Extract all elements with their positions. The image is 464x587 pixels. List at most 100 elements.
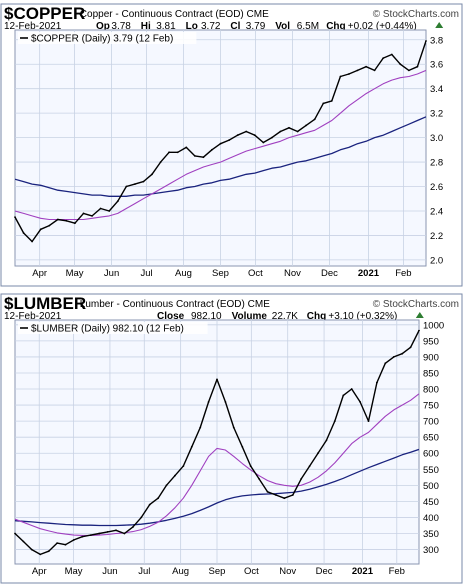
x-tick-label: Nov — [284, 268, 301, 279]
price-point — [266, 490, 269, 493]
quote-label-volume: Volume — [232, 311, 268, 322]
price-point — [384, 362, 387, 365]
price-point — [174, 474, 176, 477]
quote-label-op: Op — [96, 21, 110, 32]
quote-date: 12-Feb-2021 — [4, 21, 62, 32]
y-tick-label: 3.6 — [430, 60, 443, 71]
x-tick-label: May — [66, 268, 84, 279]
legend-label: $COPPER (Daily) 3.79 (12 Feb) — [31, 34, 173, 45]
y-tick-label: 650 — [423, 433, 439, 444]
price-point — [151, 173, 153, 176]
price-point — [211, 148, 213, 151]
x-tick-label: Apr — [32, 566, 47, 577]
price-point — [392, 356, 395, 358]
y-tick-label: 400 — [423, 513, 439, 524]
price-point — [190, 445, 193, 448]
x-tick-label: Jun — [104, 268, 119, 279]
price-point — [39, 228, 42, 231]
y-tick-label: 900 — [423, 352, 439, 363]
price-point — [300, 478, 303, 480]
price-point — [39, 553, 42, 556]
price-point — [367, 420, 370, 422]
x-tick-label: Apr — [32, 268, 47, 279]
x-tick-label: Aug — [172, 566, 189, 577]
legend-box — [18, 322, 208, 334]
price-point — [313, 118, 316, 121]
price-point — [157, 497, 160, 500]
y-tick-label: 750 — [423, 401, 439, 412]
brand-label: © StockCharts.com — [373, 9, 459, 20]
quote-label-hi: Hi — [141, 21, 151, 32]
chart-name: Lumber - Continuous Contract (EOD) CME — [80, 299, 270, 310]
price-point — [14, 532, 16, 535]
price-point — [232, 426, 235, 429]
y-tick-label: 2.6 — [430, 182, 443, 193]
legend: $COPPER (Daily) 3.79 (12 Feb) — [18, 32, 197, 45]
price-point — [216, 378, 218, 381]
price-point — [401, 352, 404, 355]
x-tick-label: Dec — [316, 566, 333, 577]
price-point — [22, 232, 25, 234]
price-point — [325, 439, 328, 442]
ma-long-series-line — [15, 448, 419, 527]
price-point — [262, 141, 265, 144]
brand-label: © StockCharts.com — [373, 299, 459, 310]
price-point — [416, 65, 419, 68]
price-point — [382, 57, 385, 59]
x-tick-label: Sep — [212, 268, 229, 279]
price-point — [99, 207, 102, 210]
price-point — [339, 75, 342, 78]
y-tick-label: 500 — [423, 481, 439, 492]
price-point — [409, 346, 412, 349]
price-point — [283, 497, 286, 500]
price-point — [258, 478, 260, 480]
legend-box — [18, 32, 197, 44]
price-point — [176, 151, 179, 154]
ma-short-series-line — [15, 393, 419, 536]
quote-label-chg: Chg — [307, 311, 326, 322]
price-point — [56, 542, 58, 544]
y-tick-label: 950 — [423, 336, 439, 347]
price-point — [131, 526, 134, 528]
price-point — [236, 134, 239, 137]
price-point — [356, 69, 359, 72]
price-point — [291, 494, 294, 496]
price-point — [359, 401, 361, 403]
price-point — [14, 216, 16, 219]
price-point — [193, 155, 196, 157]
price-point — [123, 532, 126, 535]
price-point — [322, 102, 325, 105]
y-tick-label: 350 — [423, 529, 439, 540]
price-point — [418, 329, 420, 332]
y-tick-label: 1000 — [423, 320, 444, 331]
quote-date: 12-Feb-2021 — [4, 311, 62, 322]
price-point — [333, 420, 336, 422]
x-tick-label: 2021 — [352, 566, 374, 577]
price-point — [288, 126, 290, 129]
price-point — [82, 212, 85, 215]
price-point — [159, 161, 162, 164]
quote-value-lo: 3.72 — [201, 21, 221, 32]
price-point — [148, 503, 151, 506]
change-up-icon — [435, 22, 444, 28]
price-point — [305, 124, 307, 127]
quote-value-vol: 6.5M — [297, 21, 319, 32]
price-point — [373, 69, 376, 72]
price-point — [47, 550, 50, 553]
price-point — [65, 219, 68, 222]
price-point — [31, 240, 33, 243]
x-tick-label: Jul — [140, 268, 152, 279]
chart-symbol: $LUMBER — [4, 294, 86, 313]
chart-name: Copper - Continuous Contract (EOD) CME — [80, 9, 269, 20]
quote-value-op: 3.78 — [111, 21, 131, 32]
y-tick-label: 3.4 — [430, 84, 443, 95]
price-point — [365, 65, 367, 68]
price-point — [116, 200, 119, 203]
x-tick-label: Oct — [248, 268, 263, 279]
price-point — [168, 151, 171, 154]
price-point — [224, 401, 227, 403]
x-tick-label: Oct — [244, 566, 259, 577]
price-point — [106, 531, 109, 533]
price-point — [30, 548, 33, 551]
